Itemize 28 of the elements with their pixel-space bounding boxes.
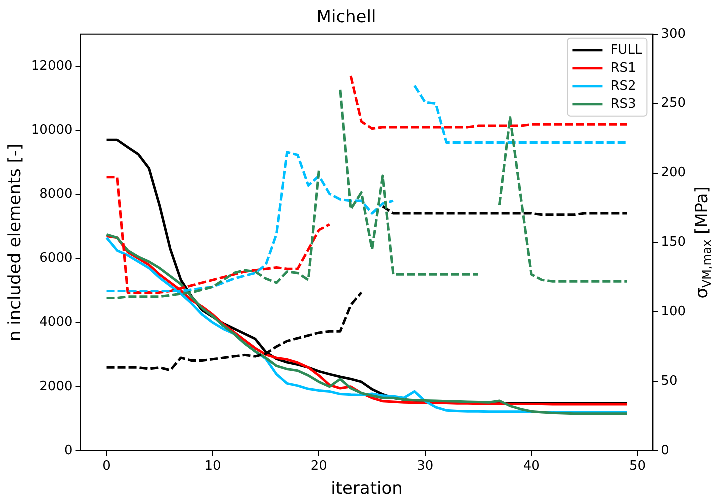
legend-label: RS1 xyxy=(610,60,636,76)
y2-tick-label: 300 xyxy=(661,26,686,42)
y2-tick-label: 200 xyxy=(661,166,686,181)
x-axis-title: iteration xyxy=(331,479,403,500)
y2-tick-label: 100 xyxy=(661,304,686,320)
y-tick-label: 12000 xyxy=(31,58,73,74)
y2-tick-label: 150 xyxy=(661,235,686,250)
x-tick-label: 50 xyxy=(630,459,646,474)
x-tick-label: 30 xyxy=(417,459,434,474)
y2-tick-label: 50 xyxy=(661,374,678,389)
x-tick-label: 0 xyxy=(102,459,111,474)
y-tick-label: 0 xyxy=(64,443,73,458)
y-tick-label: 2000 xyxy=(40,379,73,394)
legend-label: FULL xyxy=(610,42,643,58)
y-tick-label: 6000 xyxy=(40,251,73,266)
legend-label: RS2 xyxy=(610,78,636,94)
y-axis-title: n included elements [-] xyxy=(6,144,26,342)
x-tick-label: 20 xyxy=(310,459,328,474)
y2-tick-label: 250 xyxy=(661,96,686,112)
legend-label: RS3 xyxy=(610,96,636,112)
y-tick-label: 4000 xyxy=(40,315,73,330)
y-tick-label: 10000 xyxy=(31,122,73,138)
x-tick-label: 10 xyxy=(204,459,222,474)
chart-title: Michell xyxy=(316,8,376,28)
y-tick-label: 8000 xyxy=(40,187,73,202)
y2-tick-label: 0 xyxy=(661,443,670,458)
y2-axis-title: σVM,max [MPa] xyxy=(692,186,714,299)
x-tick-label: 40 xyxy=(523,459,540,474)
